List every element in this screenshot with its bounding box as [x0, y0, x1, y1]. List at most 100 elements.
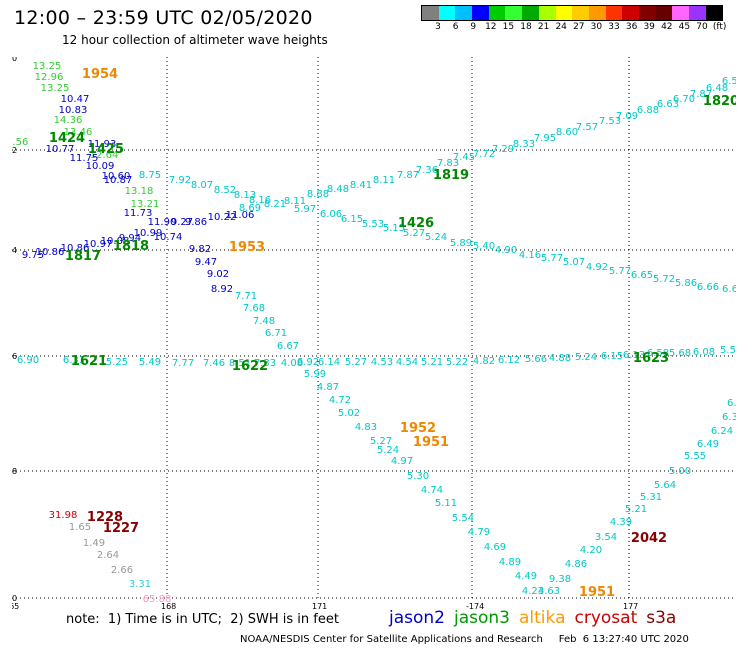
- swh-value: 6.49: [697, 439, 719, 450]
- swh-value: 8.60: [556, 127, 578, 138]
- color-swatch: [538, 6, 556, 20]
- swh-value: 7.87: [397, 170, 419, 181]
- wave-height-map: -60 -62 -64 -66 -68 -70 165 168 171 -174 177 13.2…: [12, 57, 736, 609]
- color-scale-label: 3: [435, 22, 441, 32]
- latitude-label: -70: [12, 594, 17, 603]
- swh-value: 8.69: [239, 203, 261, 214]
- color-scale-labels: 3 6 9 12 15 18 21 24 27 30 33 36 39 42 45 70 (ft): [421, 22, 739, 34]
- color-swatch: [689, 6, 706, 20]
- swh-value: 4.83: [355, 422, 377, 433]
- pass-id-label: 1951: [413, 435, 449, 450]
- color-scale-label: 12: [485, 22, 497, 32]
- swh-value: 6.31: [63, 355, 85, 366]
- swh-value: 8.88: [307, 189, 329, 200]
- swh-value: 4.79: [468, 527, 490, 538]
- swh-value: 6.6: [722, 284, 736, 295]
- pass-id-label: 1953: [229, 240, 265, 255]
- color-swatch: [455, 6, 473, 20]
- swh-value: 6.48: [706, 83, 728, 94]
- swh-value: 8.16: [249, 195, 271, 206]
- swh-value: 6.4: [727, 398, 736, 409]
- swh-value: 5.99: [304, 369, 326, 380]
- swh-value: 6.71: [265, 328, 287, 339]
- swh-value: 7.71: [235, 291, 257, 302]
- map-title: 12:00 – 23:59 UTC 02/05/2020: [14, 7, 313, 29]
- swh-value: 9.86: [185, 217, 207, 228]
- swh-value: 9.38: [549, 574, 571, 585]
- longitude-label: 177: [623, 602, 638, 609]
- swh-value: 6.70: [673, 94, 695, 105]
- swh-value: 5.5: [720, 345, 736, 356]
- color-swatch: [655, 6, 673, 20]
- swh-value: 10.97: [84, 239, 113, 250]
- color-scale-bar: [421, 5, 724, 21]
- color-swatch: [572, 6, 589, 20]
- swh-value: 7.92: [169, 175, 191, 186]
- swh-value: 10.83: [59, 105, 88, 116]
- swh-value: 3.54: [595, 532, 617, 543]
- swh-value: 5.89: [450, 238, 472, 249]
- swh-value: 4.82: [473, 356, 495, 367]
- swh-value: 8.07: [191, 180, 213, 191]
- swh-value: 8.52: [214, 185, 236, 196]
- swh-value: 10.74: [154, 232, 183, 243]
- swh-value: 4.54: [396, 357, 418, 368]
- swh-value: 4.87: [317, 382, 339, 393]
- color-swatch: [622, 6, 639, 20]
- swh-value: 6.63: [657, 99, 679, 110]
- swh-value: 4.16: [519, 250, 541, 261]
- color-scale-label: 30: [590, 22, 603, 32]
- swh-value: 10.08: [101, 236, 130, 247]
- pass-id-label: 1951: [579, 585, 615, 600]
- latitude-label: -62: [12, 146, 17, 155]
- pass-id-label: 1819: [433, 168, 469, 183]
- swh-value: 6.3: [722, 412, 736, 423]
- color-swatch: [438, 6, 456, 20]
- color-scale-label: 9: [470, 22, 477, 32]
- swh-value: 5.97: [294, 204, 316, 215]
- swh-value: 8.75: [139, 170, 161, 181]
- latitude-label: -64: [12, 246, 17, 255]
- swh-value: 5.40: [473, 241, 495, 252]
- pass-id-label: 1623: [633, 351, 669, 366]
- swh-value: 13.46: [64, 127, 93, 138]
- swh-value: 9.02: [207, 269, 229, 280]
- swh-value: 10.87: [104, 175, 133, 186]
- swh-value: 4.89: [499, 557, 521, 568]
- swh-value: 13.25: [33, 61, 62, 72]
- swh-value: 6.15: [341, 214, 363, 225]
- color-swatch: [638, 6, 656, 20]
- swh-value: 5.15: [383, 223, 405, 234]
- swh-value: 5.68: [669, 348, 691, 359]
- swh-value: 6.67: [277, 341, 299, 352]
- satellite-legend: jason2 jason3 altika cryosat s3a: [389, 608, 685, 628]
- swh-value: 9.94: [119, 233, 141, 244]
- color-swatch: [522, 6, 539, 20]
- map-grid: [12, 57, 736, 601]
- swh-value: 7.46: [203, 358, 225, 369]
- pass-id-label: 1424: [49, 131, 85, 146]
- color-scale-label: 27: [573, 22, 585, 32]
- color-scale-label: 36: [625, 22, 638, 32]
- color-scale-label: 15: [502, 22, 515, 32]
- longitude-label: 171: [312, 602, 327, 609]
- swh-value: 9.47: [195, 257, 217, 268]
- swh-value: 8.21: [264, 199, 286, 210]
- swh-value: 5.27: [370, 436, 392, 447]
- color-scale-label: 39: [643, 22, 655, 32]
- swh-value: 13.25: [41, 83, 70, 94]
- swh-value: 6.92: [297, 357, 319, 368]
- swh-value: 7.68: [243, 303, 265, 314]
- swh-value: 5.30: [407, 471, 429, 482]
- swh-value: 31.98: [49, 510, 78, 521]
- swh-value: 10.22: [208, 212, 237, 223]
- swh-value: 6.88: [637, 105, 659, 116]
- color-swatch: [505, 6, 523, 20]
- swh-value: 5.24: [575, 352, 597, 363]
- swh-value: 7.33: [254, 358, 276, 369]
- legend-jason3: jason3: [454, 608, 510, 628]
- longitude-label: -174: [466, 602, 484, 609]
- map-subtitle: 12 hour collection of altimeter wave hei…: [62, 33, 328, 47]
